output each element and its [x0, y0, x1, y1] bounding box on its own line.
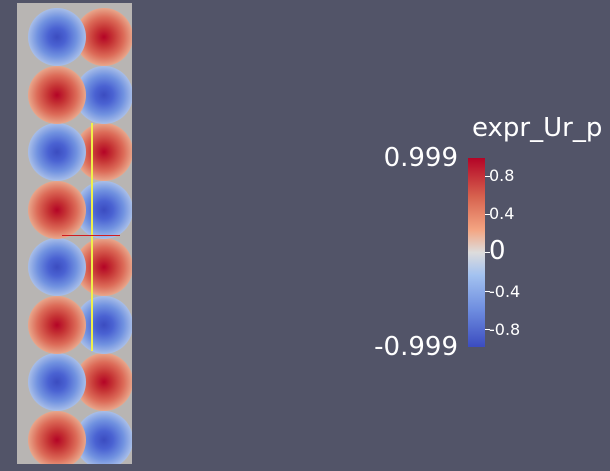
colorbar-tick — [485, 252, 490, 253]
colorbar-tick — [485, 176, 490, 177]
field-plot[interactable] — [17, 3, 132, 464]
colorbar-max-label: 0.999 — [383, 143, 458, 173]
colorbar-gradient — [468, 158, 485, 347]
red-lobe — [28, 180, 86, 239]
colorbar-tick-label: -0.4 — [489, 282, 521, 301]
red-lobe — [28, 410, 86, 464]
colorbar-tick — [485, 291, 490, 292]
colorbar-title: expr_Ur_p — [472, 113, 603, 143]
blue-lobe — [28, 8, 86, 66]
colorbar-min-label: -0.999 — [374, 332, 458, 362]
colorbar-tick-label: 0.4 — [489, 204, 515, 223]
colorbar-tick — [485, 214, 490, 215]
colorbar-tick-label: 0.8 — [489, 166, 515, 185]
colorbar-tick-label: -0.8 — [489, 320, 521, 339]
colorbar-tick-label: 0 — [489, 236, 506, 266]
blue-lobe — [28, 238, 86, 296]
blue-lobe — [28, 353, 86, 411]
red-lobe — [28, 65, 86, 124]
colorbar-tick — [485, 329, 490, 330]
blue-lobe — [28, 123, 86, 181]
red-lobe — [28, 295, 86, 354]
probe-line-vertical[interactable] — [91, 123, 93, 351]
probe-line-horizontal[interactable] — [62, 235, 120, 236]
